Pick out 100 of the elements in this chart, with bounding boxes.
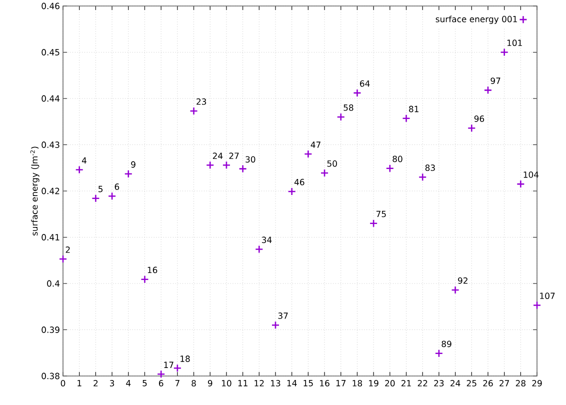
point xyxy=(92,194,100,203)
point xyxy=(434,349,444,358)
point xyxy=(58,254,68,264)
point xyxy=(467,124,476,132)
x-tick-label: 21 xyxy=(401,380,411,386)
x-tick-label: 2 xyxy=(94,380,98,386)
x-tick-label: 23 xyxy=(434,380,444,386)
x-tick-label: 28 xyxy=(516,380,526,386)
annotation: 46 xyxy=(294,178,304,186)
x-tick-label: 24 xyxy=(450,380,460,386)
y-tick-label: 0.45 xyxy=(42,49,60,56)
y-tick-label: 0.46 xyxy=(42,2,60,10)
point xyxy=(451,286,460,294)
annotation: 17 xyxy=(164,362,174,368)
x-tick-label: 17 xyxy=(336,380,346,386)
point xyxy=(484,86,492,94)
annotation: 9 xyxy=(131,161,136,168)
x-tick-label: 10 xyxy=(222,380,232,386)
x-tick-label: 5 xyxy=(142,380,147,386)
annotation: 6 xyxy=(114,183,120,190)
annotation: 23 xyxy=(196,98,206,105)
x-tick-label: 16 xyxy=(320,380,330,386)
point xyxy=(336,112,346,122)
annotation: 81 xyxy=(409,106,418,112)
point xyxy=(418,172,427,182)
x-tick-label: 0 xyxy=(60,380,66,386)
point xyxy=(500,48,508,56)
annotation: 24 xyxy=(212,152,223,159)
x-tick-label: 9 xyxy=(208,380,212,386)
y-tick-label: 0.39 xyxy=(42,326,60,333)
annotation: 4 xyxy=(82,157,86,164)
annotation: 2 xyxy=(66,246,70,253)
point xyxy=(532,301,542,310)
x-tick-label: 6 xyxy=(158,380,164,386)
point xyxy=(190,106,198,116)
y-tick-label: 0.42 xyxy=(42,188,60,194)
point xyxy=(75,166,84,174)
y-axis-title: surface energy (Jm$^{-2}$) xyxy=(30,146,40,236)
annotation: 92 xyxy=(458,277,468,284)
point xyxy=(386,164,394,172)
annotation: 80 xyxy=(392,156,402,162)
x-tick-label: 15 xyxy=(304,380,313,386)
y-tick-label: 0.41 xyxy=(42,234,60,240)
x-tick-label: 22 xyxy=(418,380,428,386)
y-tick-label: 0.44 xyxy=(42,95,60,102)
x-tick-label: 12 xyxy=(254,380,264,386)
legend-label: surface energy 001 xyxy=(436,16,517,24)
x-tick-label: 14 xyxy=(287,380,297,386)
annotation: 50 xyxy=(327,160,337,167)
x-tick-label: 7 xyxy=(175,380,180,386)
x-tick-label: 1 xyxy=(78,380,82,386)
point xyxy=(320,168,329,178)
point xyxy=(516,180,525,188)
point xyxy=(173,364,182,372)
x-tick-label: 3 xyxy=(110,380,114,386)
x-tick-label: 18 xyxy=(352,380,362,386)
annotation: 107 xyxy=(540,292,555,300)
y-tick-label: 0.43 xyxy=(42,142,60,148)
point xyxy=(353,88,362,98)
annotation: 75 xyxy=(376,210,386,218)
annotation: 16 xyxy=(148,266,158,274)
x-tick-label: 29 xyxy=(532,380,542,386)
point xyxy=(222,160,231,170)
annotation: 47 xyxy=(310,142,320,148)
y-tick-label: 0.4 xyxy=(47,280,60,287)
annotation: 34 xyxy=(262,236,272,244)
x-tick-label: 8 xyxy=(192,380,196,386)
x-tick-label: 19 xyxy=(369,380,378,386)
point xyxy=(271,320,280,330)
x-tick-label: 27 xyxy=(500,380,509,386)
annotation: 27 xyxy=(229,152,239,159)
annotation: 104 xyxy=(524,171,539,178)
annotation: 89 xyxy=(442,340,452,348)
annotation: 97 xyxy=(490,78,500,84)
annotation: 30 xyxy=(246,156,256,163)
point xyxy=(140,275,149,284)
annotation: 18 xyxy=(180,356,190,362)
point xyxy=(369,219,378,228)
x-tick-label: 13 xyxy=(271,380,280,386)
x-tick-label: 26 xyxy=(483,380,493,386)
annotation: 37 xyxy=(278,312,288,319)
x-tick-label: 25 xyxy=(466,380,476,386)
point xyxy=(304,150,312,158)
x-tick-label: 20 xyxy=(385,380,395,386)
annotation: 96 xyxy=(474,115,484,122)
annotation: 64 xyxy=(360,80,370,87)
annotation: 83 xyxy=(425,164,435,171)
x-tick-label: 4 xyxy=(126,380,131,386)
point xyxy=(238,164,247,173)
point xyxy=(108,192,116,200)
x-tick-label: 11 xyxy=(238,380,248,386)
annotation: 58 xyxy=(344,104,354,111)
annotation: 101 xyxy=(507,40,522,46)
point xyxy=(254,245,264,254)
annotation: 5 xyxy=(98,186,103,192)
point xyxy=(402,114,410,123)
point xyxy=(288,187,296,196)
point xyxy=(156,370,166,378)
point xyxy=(124,170,133,178)
point xyxy=(206,160,214,170)
